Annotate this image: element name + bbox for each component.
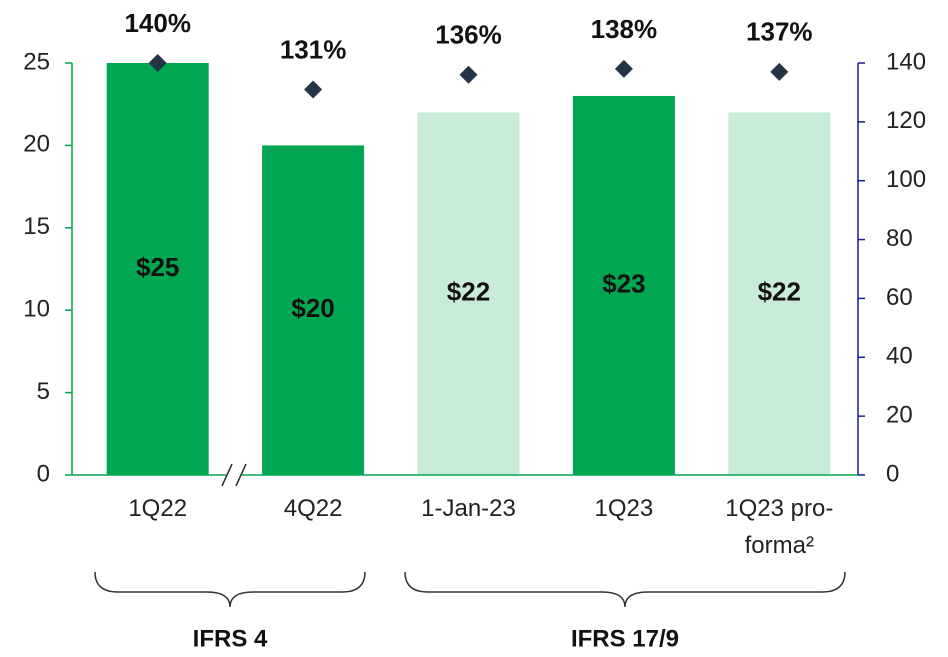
y2-tick-label: 40 xyxy=(886,343,913,370)
y2-tick-label: 20 xyxy=(886,401,913,428)
x-tick-label: 4Q22 xyxy=(283,495,343,522)
bar xyxy=(572,95,675,476)
y2-tick-label: 80 xyxy=(886,225,913,252)
ratio-value-label: 138% xyxy=(591,14,658,44)
ratio-marker xyxy=(770,62,789,81)
bar-value-label: $20 xyxy=(291,293,334,323)
axis-break xyxy=(221,463,247,487)
ratio-marker xyxy=(304,80,323,99)
group-label: IFRS 17/9 xyxy=(571,625,679,652)
group-brace xyxy=(404,571,846,608)
ratio-value-label: 140% xyxy=(124,8,191,38)
y2-tick-label: 100 xyxy=(886,166,926,193)
ratio-value-label: 131% xyxy=(280,34,347,64)
bar xyxy=(728,112,831,475)
ratio-marker xyxy=(459,65,478,84)
bar xyxy=(262,145,365,475)
x-tick-label: 1-Jan-23 xyxy=(421,495,516,522)
bar-value-label: $22 xyxy=(758,277,801,307)
y2-tick-label: 120 xyxy=(886,107,926,134)
bar-value-label: $22 xyxy=(447,277,490,307)
y-tick-label: 10 xyxy=(23,296,50,323)
y-tick-label: 0 xyxy=(37,460,50,487)
y2-tick-label: 60 xyxy=(886,284,913,311)
y-tick-label: 15 xyxy=(23,213,50,240)
bar-value-label: $23 xyxy=(602,268,645,298)
y2-tick-label: 0 xyxy=(886,460,899,487)
x-tick-label: 1Q22 xyxy=(128,495,188,522)
y-tick-label: 5 xyxy=(37,378,50,405)
ratio-value-label: 136% xyxy=(435,20,502,50)
y-tick-label: 20 xyxy=(23,131,50,158)
ratio-marker xyxy=(148,54,167,72)
bar xyxy=(106,63,209,475)
bar-value-label: $25 xyxy=(136,252,179,282)
x-tick-label: 1Q23 pro-forma² xyxy=(725,495,834,559)
group-brace xyxy=(94,571,366,608)
bar xyxy=(417,112,520,475)
group-label: IFRS 4 xyxy=(193,625,268,652)
y2-tick-label: 140 xyxy=(886,48,926,75)
ratio-value-label: 137% xyxy=(746,17,813,47)
ratio-marker xyxy=(614,59,633,78)
y-tick-label: 25 xyxy=(23,48,50,75)
x-tick-label: 1Q23 xyxy=(594,495,654,522)
